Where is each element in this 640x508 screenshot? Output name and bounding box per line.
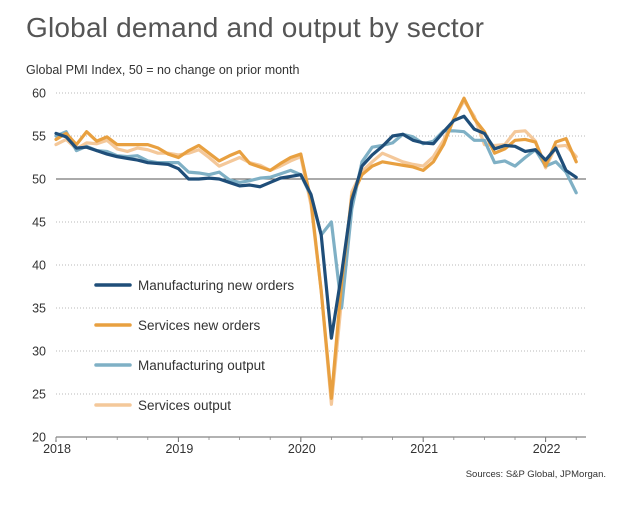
y-tick-label: 40 xyxy=(32,259,46,273)
y-axis: 20 25 30 35 40 45 50 55 60 xyxy=(32,87,46,445)
y-tick-label: 50 xyxy=(32,173,46,187)
series-line-services-new-orders xyxy=(54,96,578,400)
x-tick-label: 2022 xyxy=(533,442,561,456)
x-axis: 2018 2019 2020 2021 2022 xyxy=(43,436,586,456)
y-tick-label: 60 xyxy=(32,87,46,101)
legend-label: Services new orders xyxy=(138,318,261,333)
y-tick-label: 35 xyxy=(32,302,46,316)
series-lines xyxy=(54,96,578,406)
y-tick-label: 45 xyxy=(32,216,46,230)
x-tick-label: 2019 xyxy=(165,442,193,456)
gridlines xyxy=(56,92,586,395)
chart-source: Sources: S&P Global, JPMorgan. xyxy=(465,469,606,480)
x-tick-label: 2020 xyxy=(288,442,316,456)
legend: Manufacturing new orders Services new ord… xyxy=(94,278,294,413)
chart-title: Global demand and output by sector xyxy=(26,12,485,43)
x-tick-label: 2018 xyxy=(43,442,71,456)
chart-subtitle: Global PMI Index, 50 = no change on prio… xyxy=(26,63,300,77)
series-line-manufacturing-new-orders xyxy=(54,114,578,340)
y-tick-label: 55 xyxy=(32,130,46,144)
legend-label: Manufacturing new orders xyxy=(138,278,294,293)
y-tick-label: 30 xyxy=(32,345,46,359)
y-tick-label: 20 xyxy=(32,431,46,445)
y-tick-label: 25 xyxy=(32,388,46,402)
legend-label: Manufacturing output xyxy=(138,358,265,373)
legend-label: Services output xyxy=(138,398,231,413)
x-tick-label: 2021 xyxy=(410,442,438,456)
